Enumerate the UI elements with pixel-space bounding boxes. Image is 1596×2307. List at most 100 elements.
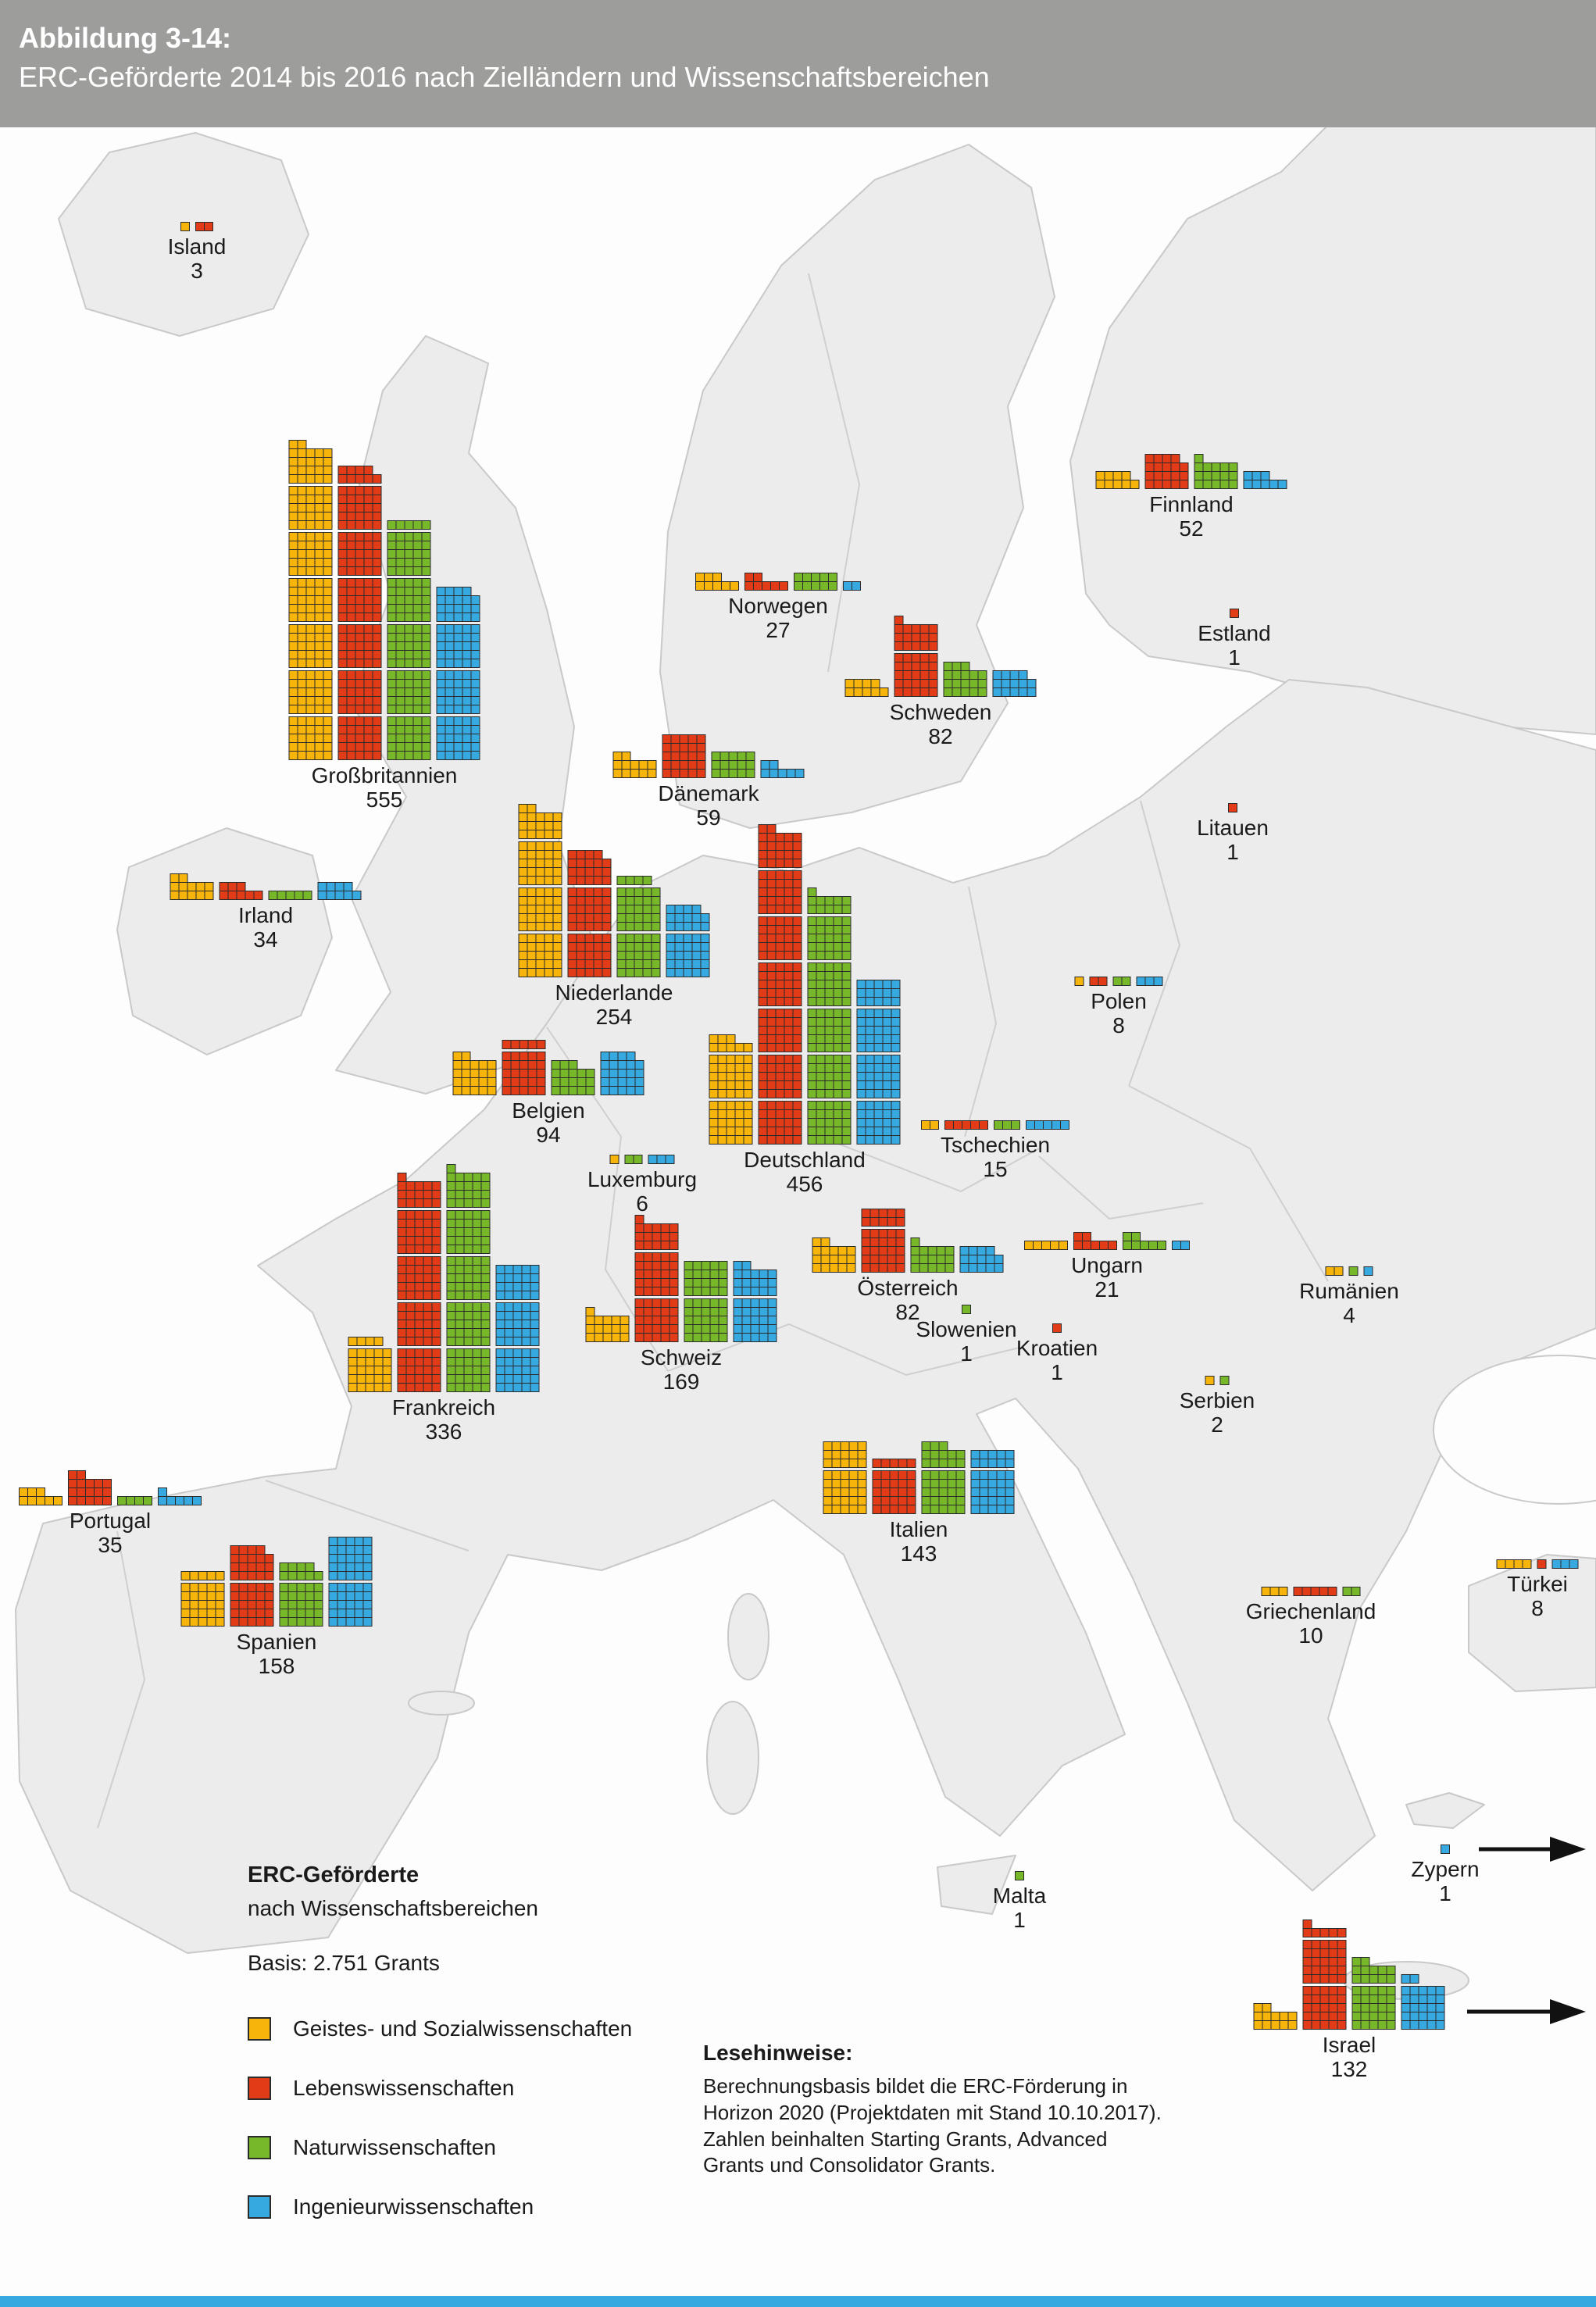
waffle-tschechien [921,1120,1069,1130]
waffle-daenemark [612,734,805,778]
legend-item-geistes-und-sozialwissenschaften: Geistes- und Sozialwissenschaften [248,2016,632,2041]
country-label-tschechien: Tschechien 15 [940,1133,1051,1182]
country-label-rumaenien: Rumänien 4 [1299,1279,1399,1328]
waffle-griechenland [1261,1587,1361,1596]
waffle-litauen [1228,803,1237,812]
waffle-tuerkei [1496,1559,1579,1569]
waffle-frankreich [348,1164,540,1392]
waffle-estland [1230,609,1239,618]
country-label-serbien: Serbien 2 [1179,1388,1255,1437]
waffle-serbien [1205,1376,1230,1385]
waffle-malta [1015,1871,1024,1880]
waffle-belgien [452,1040,644,1095]
waffle-irland [170,873,362,900]
land-cyprus [1405,1792,1485,1829]
country-label-spanien: Spanien 158 [236,1630,317,1679]
waffle-oesterreich [812,1209,1004,1273]
waffle-island [180,222,213,231]
land-sardinia [706,1701,759,1815]
country-label-luxemburg: Luxemburg 6 [587,1167,698,1216]
country-label-estland: Estland 1 [1198,621,1271,670]
country-label-niederlande: Niederlande 254 [555,980,673,1030]
notes: Lesehinweise: Berechnungsbasis bildet di… [703,2041,1164,2179]
waffle-slowenien [962,1305,971,1314]
legend-items: Geistes- und Sozialwissenschaften Lebensw… [248,2016,632,2220]
land-continent [15,679,1596,1954]
legend: ERC-Geförderte nach Wissenschaftsbereich… [248,1862,632,2254]
country-label-irland: Irland 34 [237,903,294,952]
legend-swatch-lebenswissenschaften [248,2077,271,2100]
country-label-israel: Israel 132 [1322,2033,1376,2082]
waffle-zypern [1441,1845,1450,1854]
waffle-spanien [180,1537,373,1627]
land-finland-russia [1069,93,1596,735]
figure-title: ERC-Geförderte 2014 bis 2016 nach Ziellä… [19,60,990,93]
country-label-daenemark: Dänemark 59 [658,781,759,830]
country-label-zypern: Zypern 1 [1411,1857,1480,1906]
land-sicily [937,1855,1016,1915]
land-scandinavia [659,144,1055,829]
country-label-deutschland: Deutschland 456 [744,1148,866,1197]
legend-item-naturwissenschaften: Naturwissenschaften [248,2135,632,2160]
waffle-finnland [1095,454,1287,489]
waffle-rumaenien [1325,1266,1373,1276]
waffle-israel [1253,1920,1445,2030]
legend-subtitle: nach Wissenschaftsbereichen [248,1896,538,1920]
legend-basis: Basis: 2.751 Grants [248,1951,440,1975]
waffle-norwegen [695,573,861,591]
legend-item-lebenswissenschaften: Lebenswissenschaften [248,2076,632,2101]
waffle-luxemburg [609,1155,675,1164]
waffle-deutschland [709,824,901,1145]
country-borders [97,273,1329,1829]
country-label-griechenland: Griechenland 10 [1245,1599,1376,1648]
waffle-niederlande [518,804,710,977]
country-label-kroatien: Kroatien 1 [1016,1336,1098,1385]
country-label-belgien: Belgien 94 [512,1098,585,1148]
country-label-slowenien: Slowenien 1 [916,1317,1017,1366]
legend-item-ingenieurwissenschaften: Ingenieurwissenschaften [248,2195,632,2220]
bottom-accent-bar [0,2296,1596,2307]
black-sea [1433,1355,1596,1505]
waffle-italien [823,1441,1015,1514]
land-iceland [58,132,309,337]
waffle-ungarn [1024,1232,1190,1250]
notes-title: Lesehinweise: [703,2041,853,2065]
waffle-schweiz [585,1215,777,1342]
country-label-island: Island 3 [167,234,227,284]
country-label-schweden: Schweden 82 [889,700,992,749]
country-label-ungarn: Ungarn 21 [1071,1253,1143,1302]
country-label-frankreich: Frankreich 336 [391,1395,496,1445]
country-label-litauen: Litauen 1 [1197,816,1269,865]
waffle-grossbritannien [288,440,480,760]
waffle-kroatien [1052,1323,1062,1333]
offmap-arrow-1 [1467,1999,1586,2024]
legend-title: ERC-Geförderte [248,1862,420,1887]
offmap-arrow-0 [1479,1837,1586,1862]
country-label-finnland: Finnland 52 [1149,492,1234,541]
country-label-polen: Polen 8 [1091,989,1147,1038]
legend-swatch-ingenieurwissenschaften [248,2195,271,2219]
legend-swatch-geistes-und-sozialwissenschaften [248,2017,271,2041]
land-corsica [727,1593,769,1680]
country-label-schweiz: Schweiz 169 [640,1345,723,1395]
figure-number: Abbildung 3-14: [19,22,231,54]
legend-swatch-naturwissenschaften [248,2136,271,2159]
country-label-norwegen: Norwegen 27 [728,594,828,643]
land-turkey [1468,1554,1596,1692]
country-label-oesterreich: Österreich 82 [857,1276,959,1325]
country-label-tuerkei: Türkei 8 [1507,1572,1568,1621]
country-label-malta: Malta 1 [992,1884,1047,1933]
country-label-italien: Italien 143 [889,1517,948,1566]
notes-body-2: Zahlen beinhalten Starting Grants, Advan… [703,2127,1108,2177]
waffle-polen [1074,977,1163,986]
country-label-portugal: Portugal 35 [69,1509,152,1558]
waffle-schweden [844,616,1037,697]
country-label-grossbritannien: Großbritannien 555 [311,763,458,812]
waffle-portugal [19,1470,202,1505]
land-balearics [408,1691,475,1716]
figure-header: Abbildung 3-14: ERC-Geförderte 2014 bis … [0,0,1596,127]
notes-body-1: Berechnungsbasis bildet die ERC-Förderun… [703,2074,1162,2124]
